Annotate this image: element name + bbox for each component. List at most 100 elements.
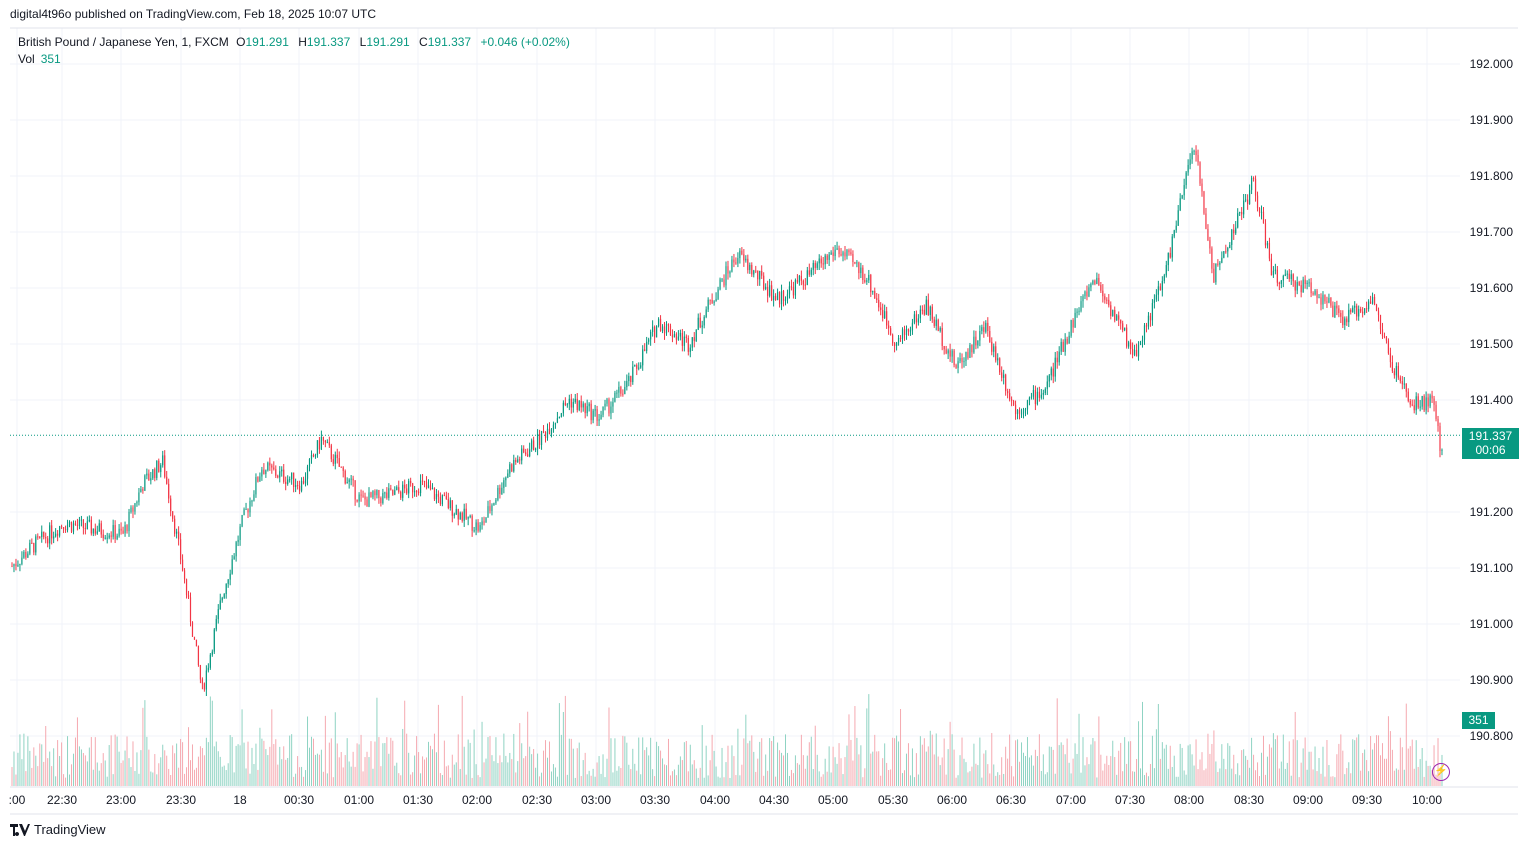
candle-body [388, 488, 390, 498]
candle-body [60, 526, 63, 528]
volume-bar [1084, 765, 1086, 786]
volume-bar [955, 777, 957, 786]
candle-body [1110, 305, 1112, 316]
candle-body [715, 298, 717, 302]
candle-body [915, 314, 917, 323]
candle-body [356, 499, 358, 502]
candle-body [975, 336, 977, 346]
candle-body [1399, 377, 1401, 382]
candle-body [659, 318, 662, 331]
volume-legend[interactable]: Vol 351 [18, 52, 61, 66]
volume-bar [721, 747, 723, 786]
candle-body [872, 291, 874, 293]
volume-bar [1007, 758, 1009, 786]
volume-bar [626, 742, 628, 786]
candle-body [1366, 308, 1368, 310]
candle-body [971, 345, 973, 353]
candle-body [1324, 294, 1326, 302]
volume-bar [1003, 773, 1005, 786]
candle-body [453, 514, 455, 516]
candle-body [201, 679, 203, 684]
candle-body [233, 556, 235, 560]
candle-body [84, 527, 86, 530]
volume-bar [888, 770, 890, 786]
candle-body [269, 462, 271, 466]
time-tick-label: 09:30 [1352, 793, 1382, 807]
volume-bar [312, 738, 314, 786]
volume-bar [356, 743, 358, 786]
candle-body [965, 352, 967, 362]
candle-body [824, 255, 826, 265]
volume-bar [527, 711, 529, 786]
volume-bar [1322, 746, 1324, 786]
volume-bar [461, 695, 463, 786]
volume-bar [917, 774, 919, 786]
volume-bar [1288, 741, 1290, 786]
candle-body [892, 334, 894, 344]
candle-body [1272, 270, 1274, 276]
candle-body [874, 291, 876, 299]
volume-bar [94, 737, 96, 786]
volume-bar [852, 760, 854, 786]
candle-body [1375, 304, 1378, 311]
candle-body [1189, 159, 1191, 165]
candle-body [735, 262, 737, 264]
candle-body [1362, 311, 1364, 314]
volume-bar [1403, 769, 1405, 786]
candle-body [689, 347, 691, 352]
volume-bar [100, 763, 102, 786]
volume-bar [122, 760, 124, 786]
candle-body [1413, 405, 1415, 411]
volume-bar [453, 764, 455, 786]
volume-bar [303, 776, 305, 786]
volume-bar [1032, 765, 1034, 786]
volume-bar [164, 750, 166, 786]
volume-bar [65, 777, 67, 786]
volume-bar [1249, 767, 1251, 786]
candle-body [267, 462, 269, 471]
volume-bar [1048, 746, 1050, 786]
volume-bar [687, 771, 689, 786]
candle-body [239, 526, 241, 540]
candle-body [251, 500, 253, 502]
volume-bar [1177, 776, 1179, 786]
volume-bar [759, 741, 761, 786]
candle-body [374, 491, 376, 496]
volume-bar [223, 765, 225, 786]
volume-tag: 351 [1462, 712, 1495, 729]
volume-bar [336, 743, 338, 786]
candle-body [1185, 172, 1187, 186]
tradingview-logo[interactable]: TradingView [10, 822, 106, 837]
volume-bar [1201, 752, 1203, 786]
candle-body [1346, 318, 1348, 323]
candle-body [1126, 327, 1128, 347]
volume-bar [592, 768, 594, 786]
symbol-legend[interactable]: British Pound / Japanese Yen, 1, FXCM O1… [18, 35, 576, 49]
volume-bar [455, 762, 457, 786]
candle-body [1288, 273, 1290, 279]
volume-bar [896, 735, 898, 786]
volume-bar [1435, 774, 1437, 786]
volume-bar [1223, 758, 1225, 786]
volume-bar [1417, 766, 1419, 786]
candle-body [574, 398, 576, 402]
price-tick-label: 191.600 [1470, 281, 1514, 295]
candle-body [243, 509, 245, 515]
candle-body [586, 406, 588, 414]
candle-body [987, 322, 989, 331]
lightning-icon[interactable]: ⚡ [1432, 763, 1450, 781]
candle-body [723, 279, 725, 286]
volume-bar [1106, 755, 1108, 786]
volume-bar [1128, 741, 1130, 786]
volume-bar [739, 775, 741, 786]
tv-logo-icon [10, 823, 30, 836]
candle-body [461, 512, 463, 521]
volume-bar [884, 743, 886, 786]
candle-body [467, 517, 469, 519]
volume-bar [269, 746, 271, 786]
volume-bar [878, 751, 880, 786]
candle-body [406, 488, 408, 494]
volume-bar [717, 776, 719, 786]
candle-body [1231, 229, 1233, 245]
